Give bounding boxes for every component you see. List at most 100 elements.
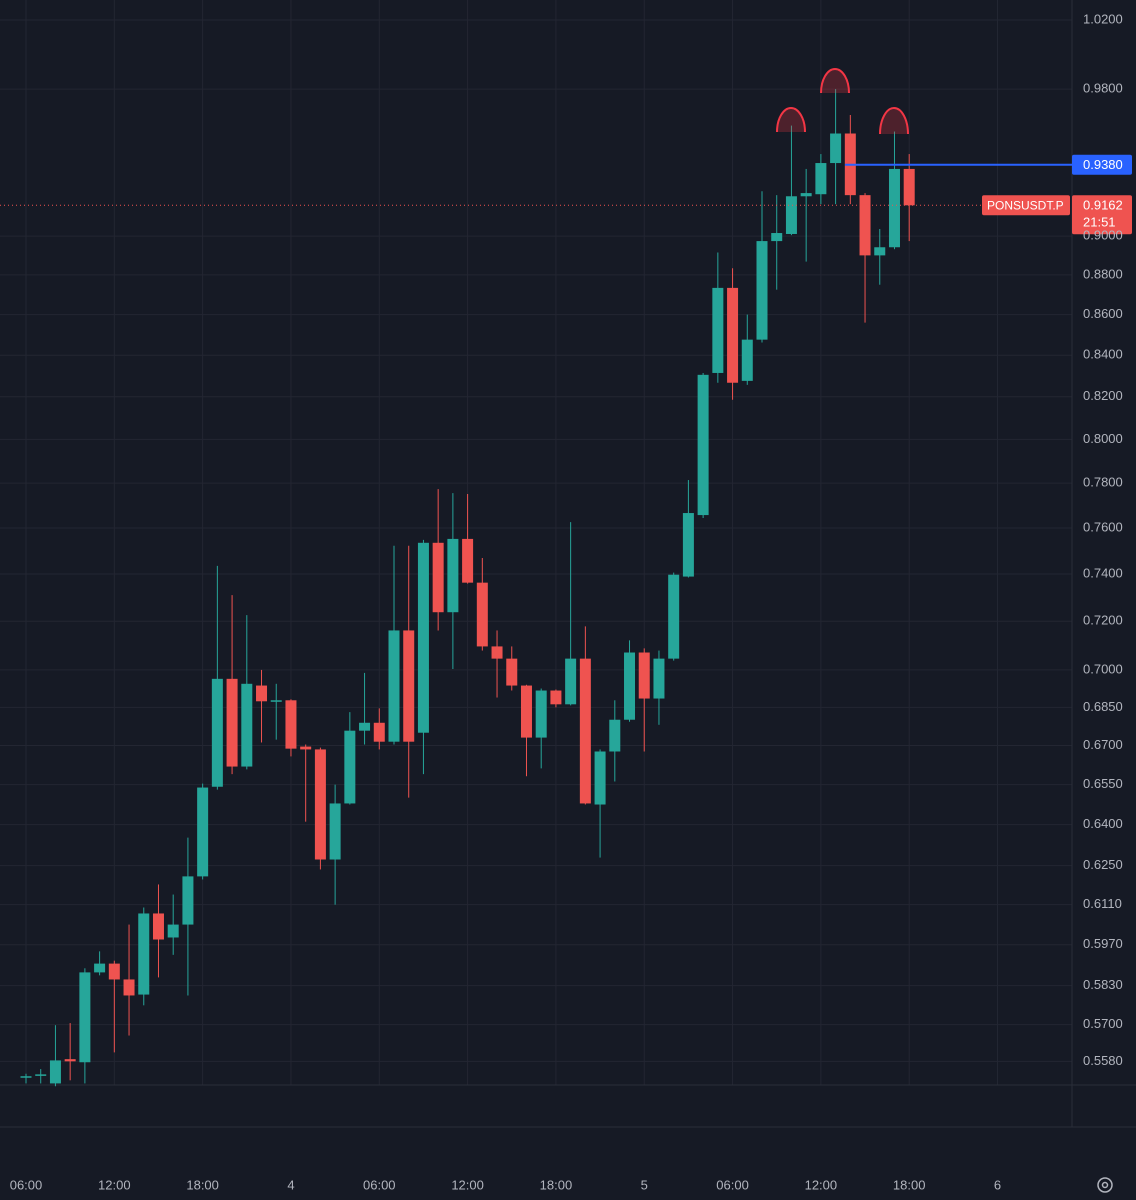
- candle-body: [874, 247, 886, 256]
- candle-body: [211, 678, 223, 787]
- candle-body: [800, 193, 812, 197]
- head-arc: [820, 68, 850, 94]
- last-price-label-bg: [1072, 195, 1132, 235]
- y-tick-label: 0.6250: [1083, 857, 1123, 872]
- y-tick-label: 0.7600: [1083, 519, 1123, 534]
- x-tick-label: 12:00: [805, 1177, 838, 1192]
- candle-body: [329, 803, 341, 860]
- settings-icon-core[interactable]: [1101, 1181, 1109, 1189]
- candle-body: [682, 513, 694, 577]
- x-tick-label: 18:00: [893, 1177, 926, 1192]
- horizontal-line-label-bg: [1072, 154, 1132, 175]
- candle-body: [226, 678, 238, 767]
- y-tick-label: 0.6700: [1083, 737, 1123, 752]
- candle-body: [197, 787, 209, 877]
- candle-body: [373, 722, 385, 742]
- right-shoulder-arc: [879, 107, 909, 135]
- candle-body: [859, 195, 871, 256]
- y-tick-label: 0.7800: [1083, 475, 1123, 490]
- x-tick-label: 5: [641, 1177, 648, 1192]
- x-tick-label: 06:00: [10, 1177, 43, 1192]
- y-tick-label: 0.6110: [1083, 896, 1122, 911]
- candle-body: [447, 538, 459, 613]
- x-tick-label: 18:00: [540, 1177, 573, 1192]
- y-tick-label: 0.5580: [1083, 1053, 1123, 1068]
- candle-body: [653, 658, 665, 699]
- candle-body: [785, 196, 797, 234]
- candle-body: [638, 652, 650, 699]
- candle-body: [285, 700, 297, 749]
- candle-body: [462, 538, 474, 583]
- candle-body: [123, 979, 135, 996]
- candle-body: [388, 630, 400, 742]
- settings-icon[interactable]: [1097, 1177, 1113, 1193]
- candle-body: [565, 658, 577, 705]
- candle-body: [830, 133, 842, 164]
- candle-body: [888, 168, 900, 248]
- candle-body: [727, 287, 739, 383]
- x-tick-label: 18:00: [186, 1177, 219, 1192]
- candle-body: [668, 574, 680, 659]
- y-tick-label: 0.9800: [1083, 81, 1123, 96]
- y-tick-label: 0.6400: [1083, 816, 1123, 831]
- candle-body: [520, 685, 532, 738]
- candle-body: [270, 700, 282, 702]
- last-price-label: 0.9162: [1083, 198, 1123, 213]
- candle-body: [241, 683, 253, 767]
- x-tick-label: 06:00: [716, 1177, 749, 1192]
- y-tick-label: 0.6850: [1083, 699, 1123, 714]
- y-tick-label: 0.9000: [1083, 228, 1123, 243]
- candle-body: [152, 913, 164, 940]
- candle-body: [94, 963, 106, 973]
- x-tick-label: 6: [994, 1177, 1001, 1192]
- left-shoulder-arc: [776, 107, 806, 133]
- x-tick-label: 4: [287, 1177, 294, 1192]
- candle-body: [256, 685, 268, 702]
- y-tick-label: 0.5970: [1083, 936, 1123, 951]
- y-tick-label: 0.8200: [1083, 388, 1123, 403]
- y-tick-label: 0.5700: [1083, 1016, 1123, 1031]
- settings-button[interactable]: [1097, 1177, 1113, 1193]
- y-tick-label: 0.8400: [1083, 347, 1123, 362]
- candle-body: [756, 241, 768, 340]
- candle-body: [167, 924, 179, 938]
- y-tick-label: 0.8000: [1083, 431, 1123, 446]
- y-tick-label: 0.8600: [1083, 306, 1123, 321]
- candle-body: [624, 652, 636, 720]
- overlay: 0.9380 PONSUSDT.P 0.9162 21:51: [0, 154, 1132, 235]
- candle-body: [138, 913, 150, 995]
- candle-body: [417, 542, 429, 733]
- candle-body: [300, 746, 312, 750]
- candle-body: [108, 963, 120, 980]
- candle-body: [491, 646, 503, 659]
- candle-body: [550, 690, 562, 705]
- x-tick-label: 12:00: [451, 1177, 484, 1192]
- candle-body: [359, 722, 371, 731]
- candle-body: [771, 233, 783, 242]
- candle-body: [35, 1074, 47, 1076]
- candle-body: [79, 972, 91, 1063]
- candle-body: [579, 658, 591, 804]
- x-tick-label: 12:00: [98, 1177, 131, 1192]
- candle-body: [314, 749, 326, 860]
- y-tick-label: 0.8800: [1083, 266, 1123, 281]
- y-tick-label: 0.5830: [1083, 977, 1123, 992]
- symbol-label-bg: [982, 195, 1070, 216]
- candle-body: [609, 719, 621, 752]
- candle-body: [20, 1076, 32, 1078]
- y-tick-label: 0.7200: [1083, 613, 1123, 628]
- candle-body: [697, 374, 709, 516]
- y-tick-label: 0.6550: [1083, 776, 1123, 791]
- candle-body: [182, 876, 194, 925]
- y-tick-label: 0.7400: [1083, 565, 1123, 580]
- candle-body: [815, 163, 827, 195]
- y-tick-label: 0.7000: [1083, 661, 1123, 676]
- y-tick-label: 1.0200: [1083, 11, 1123, 26]
- symbol-label: PONSUSDT.P: [987, 198, 1064, 212]
- head-and-shoulders: [776, 68, 909, 135]
- horizontal-line-label: 0.9380: [1083, 157, 1123, 172]
- candle-body: [535, 690, 547, 738]
- candle-body: [741, 339, 753, 381]
